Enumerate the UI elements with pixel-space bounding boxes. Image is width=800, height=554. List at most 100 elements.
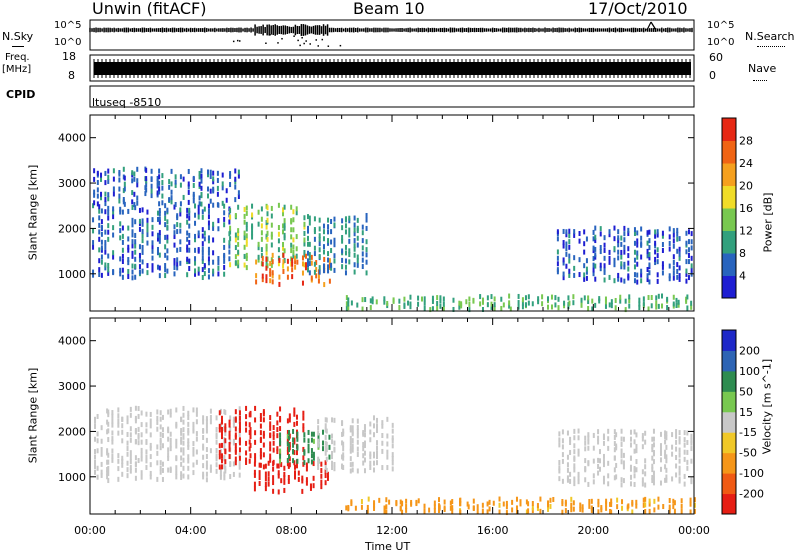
heat-cell (603, 263, 606, 269)
colorbar-tick-label: 15 (739, 406, 753, 419)
heat-cell (228, 419, 231, 425)
heat-cell (627, 253, 630, 259)
heat-cell (218, 454, 221, 460)
heat-cell (94, 469, 97, 475)
heat-cell (621, 505, 624, 511)
heat-cell (333, 462, 336, 468)
heat-cell (156, 190, 159, 196)
heat-cell (159, 416, 162, 422)
heat-cell (678, 465, 681, 471)
heat-cell (481, 502, 484, 508)
heat-cell (234, 168, 237, 174)
heat-cell (141, 218, 144, 224)
heat-cell (369, 451, 372, 457)
heat-cell (323, 256, 326, 262)
heat-cell (356, 446, 359, 452)
heat-cell (372, 460, 375, 466)
heat-cell (628, 298, 631, 304)
heat-cell (238, 464, 241, 470)
heat-cell (659, 480, 662, 486)
heat-cell (644, 496, 647, 502)
heat-cell (158, 234, 161, 240)
heat-cell (201, 209, 204, 215)
heat-cell (568, 268, 571, 274)
y-tick-label: 3000 (58, 380, 86, 393)
heat-cell (331, 439, 334, 445)
heat-cell (158, 201, 161, 207)
heat-cell (675, 433, 678, 439)
heat-cell (232, 461, 235, 467)
heat-cell (636, 261, 639, 267)
heat-cell (569, 439, 572, 445)
velocity-frame (89, 317, 695, 515)
heat-cell (556, 236, 559, 242)
xaxis-label: Time UT (365, 540, 411, 553)
heat-cell (690, 440, 693, 446)
heat-cell (640, 278, 643, 284)
heat-cell (134, 439, 137, 445)
heat-cell (201, 267, 204, 273)
heat-cell (259, 436, 262, 442)
heat-cell (690, 446, 693, 452)
heat-cell (188, 247, 191, 253)
heat-cell (253, 469, 256, 475)
heat-cell (604, 296, 607, 302)
heat-cell (594, 225, 597, 231)
heat-cell (138, 207, 141, 213)
heat-cell (580, 297, 583, 303)
heat-cell (151, 255, 154, 261)
heat-cell (635, 448, 638, 454)
heat-cell (180, 471, 183, 477)
heat-cell (573, 476, 576, 482)
heat-cell (646, 266, 649, 272)
heat-cell (693, 508, 696, 514)
heat-cell (366, 508, 369, 514)
heat-cell (567, 302, 570, 308)
heat-cell (360, 504, 363, 510)
heat-cell (96, 438, 99, 444)
heat-cell (347, 504, 350, 510)
heat-cell (597, 439, 600, 445)
heat-cell (302, 410, 305, 416)
heat-cell (260, 223, 263, 229)
heat-cell (317, 460, 320, 466)
heat-cell (678, 246, 681, 252)
heat-cell (309, 483, 312, 489)
heat-cell (678, 470, 681, 476)
heat-cell (294, 255, 297, 261)
heat-cell (104, 209, 107, 215)
heat-cell (307, 438, 310, 444)
heat-cell (620, 477, 623, 483)
heat-cell (251, 230, 254, 236)
heat-cell (134, 256, 137, 262)
heat-cell (584, 435, 587, 441)
heat-cell (376, 428, 379, 434)
heat-cell (398, 298, 401, 304)
heat-cell (327, 238, 330, 244)
heat-cell (587, 460, 590, 466)
heat-cell (145, 454, 148, 460)
heat-cell (603, 247, 606, 253)
heat-cell (623, 225, 626, 231)
heat-cell (642, 301, 645, 307)
heat-cell (145, 449, 148, 455)
heat-cell (202, 471, 205, 477)
heat-cell (192, 191, 195, 197)
heat-cell (188, 240, 191, 246)
heat-cell (527, 300, 530, 306)
heat-cell (175, 465, 178, 471)
colorbar-tick-label: -100 (739, 467, 764, 480)
heat-cell (200, 178, 203, 184)
heat-cell (136, 182, 139, 188)
heat-cell (326, 471, 329, 477)
heat-cell (371, 299, 374, 305)
heat-cell (591, 306, 594, 312)
y-tick-label: 2000 (58, 222, 86, 235)
heat-cell (140, 410, 143, 416)
heat-cell (262, 409, 265, 415)
heat-cell (654, 229, 657, 235)
heat-cell (342, 464, 345, 470)
heat-cell (131, 199, 134, 205)
heat-cell (566, 430, 569, 436)
heat-cell (333, 253, 336, 259)
